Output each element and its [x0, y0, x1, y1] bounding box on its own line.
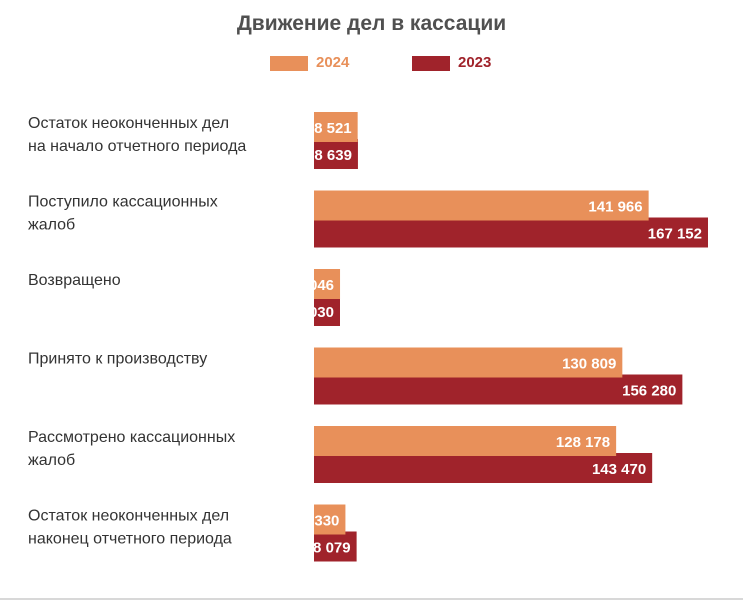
legend-label-2023: 2023: [458, 54, 492, 71]
category-label: Возвращено: [28, 272, 121, 289]
bar-2023: [314, 296, 340, 326]
category-label: Рассмотрено кассационных жалоб: [28, 429, 235, 469]
value-label-2024: 141 966: [588, 199, 642, 216]
value-label-2024: 18 521: [306, 120, 352, 137]
category-label: Принято к производству: [28, 351, 207, 368]
legend-label-2024: 2024: [316, 54, 350, 71]
value-label-2024: 130 809: [562, 356, 616, 373]
bar-2024: [314, 347, 623, 378]
value-label-2023: 11 030: [289, 304, 334, 321]
bar-2023: [314, 531, 357, 562]
category-label: Остаток неоконченных дел наконец отчетног…: [28, 508, 232, 548]
value-label-2023: 143 470: [592, 461, 646, 478]
bar-2023: [314, 217, 708, 248]
legend-swatch-2023: [412, 56, 450, 71]
value-label-2023: 156 280: [622, 383, 676, 400]
value-label-2023: 18 639: [306, 147, 352, 164]
category-label: Остаток неоконченных дел на начало отчетн…: [28, 115, 246, 155]
bottom-divider: [0, 598, 743, 600]
value-label-2023: 18 079: [305, 540, 351, 557]
category-label: Поступило кассационных жалоб: [28, 194, 218, 234]
chart-title: Движение дел в кассации: [236, 12, 507, 35]
bar-2024: [314, 269, 341, 299]
bar-2023: [314, 374, 683, 405]
value-label-2024: 11 046: [289, 277, 334, 294]
bar-2024: [314, 190, 649, 221]
value-label-2023: 167 152: [648, 226, 702, 243]
bar-2023: [314, 453, 653, 483]
value-label-2024: 128 178: [556, 434, 610, 451]
legend-swatch-2024: [270, 56, 308, 71]
value-label-2024: 13 330: [294, 513, 340, 530]
bar-2024: [314, 426, 617, 456]
bar-2023: [314, 139, 358, 169]
bar-2024: [314, 504, 346, 535]
bar-2024: [314, 112, 358, 142]
